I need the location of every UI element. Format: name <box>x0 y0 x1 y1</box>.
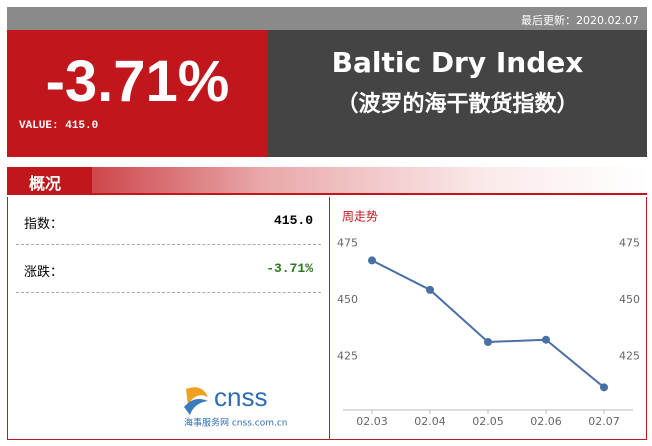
point <box>368 256 376 265</box>
point <box>426 285 434 294</box>
value-number: 415.0 <box>65 120 99 132</box>
table-row: 涨跌： -3.71% <box>16 245 321 293</box>
logo-icon <box>184 399 208 415</box>
chart-title: 周走势 <box>342 210 378 224</box>
x-tick-label: 02.06 <box>530 415 562 428</box>
change-box: -3.71% VALUE: 415.0 <box>7 30 268 157</box>
chart-panel: 周走势 425 425 450 450 475 475 02.03 02.04 02.05 02.… <box>330 197 647 440</box>
row-label: 涨跌： <box>24 265 64 280</box>
value-label: VALUE: <box>19 120 59 132</box>
change: -3.71% <box>45 49 230 114</box>
x-tick-label: 02.05 <box>472 415 504 428</box>
chart: 周走势 425 425 450 450 475 475 02.03 02.04 02.05 02.… <box>337 210 640 429</box>
section-title: 概况 <box>7 167 92 193</box>
x-tick-label: 02.07 <box>588 415 620 428</box>
y-tick-label: 425 <box>337 350 358 363</box>
point <box>484 338 492 346</box>
x-tick-label: 02.03 <box>356 415 388 428</box>
title-box: Baltic Dry Index （波罗的海干散货指数） <box>268 30 647 157</box>
table-row: 指数： 415.0 <box>16 197 321 245</box>
line <box>371 259 605 389</box>
update-date: 最后更新：2020.02.07 <box>521 14 639 27</box>
y-tick-label: 475 <box>337 236 358 249</box>
y2-tick-label: 425 <box>619 350 640 363</box>
value: VALUE: 415.0 <box>19 120 98 132</box>
overview-panel: 指数： 415.0 涨跌： -3.71% cnss 海事服务网 cnss.com.c… <box>7 197 330 440</box>
update-bar: 最后更新：2020.02.07 <box>7 7 647 30</box>
logo: cnss 海事服务网 cnss.com.cn <box>180 382 300 433</box>
point <box>542 335 550 344</box>
y2-tick-label: 475 <box>619 236 640 249</box>
logo-name: cnss <box>214 383 267 412</box>
point <box>600 383 608 392</box>
index-title: Baltic Dry Index <box>331 46 584 79</box>
x-tick-label: 02.04 <box>414 415 446 428</box>
y-tick-label: 450 <box>337 293 358 306</box>
index-subtitle: （波罗的海干散货指数） <box>336 92 579 117</box>
row-value: 415.0 <box>273 213 313 228</box>
logo-graphic: cnss 海事服务网 cnss.com.cn <box>184 382 288 429</box>
logo-icon <box>186 387 208 405</box>
logo-caption: 海事服务网 cnss.com.cn <box>184 417 288 429</box>
y2-tick-label: 450 <box>619 293 640 306</box>
row-label: 指数： <box>24 217 64 232</box>
row-value: -3.71% <box>266 261 313 276</box>
section-bar: 概况 <box>7 167 647 195</box>
